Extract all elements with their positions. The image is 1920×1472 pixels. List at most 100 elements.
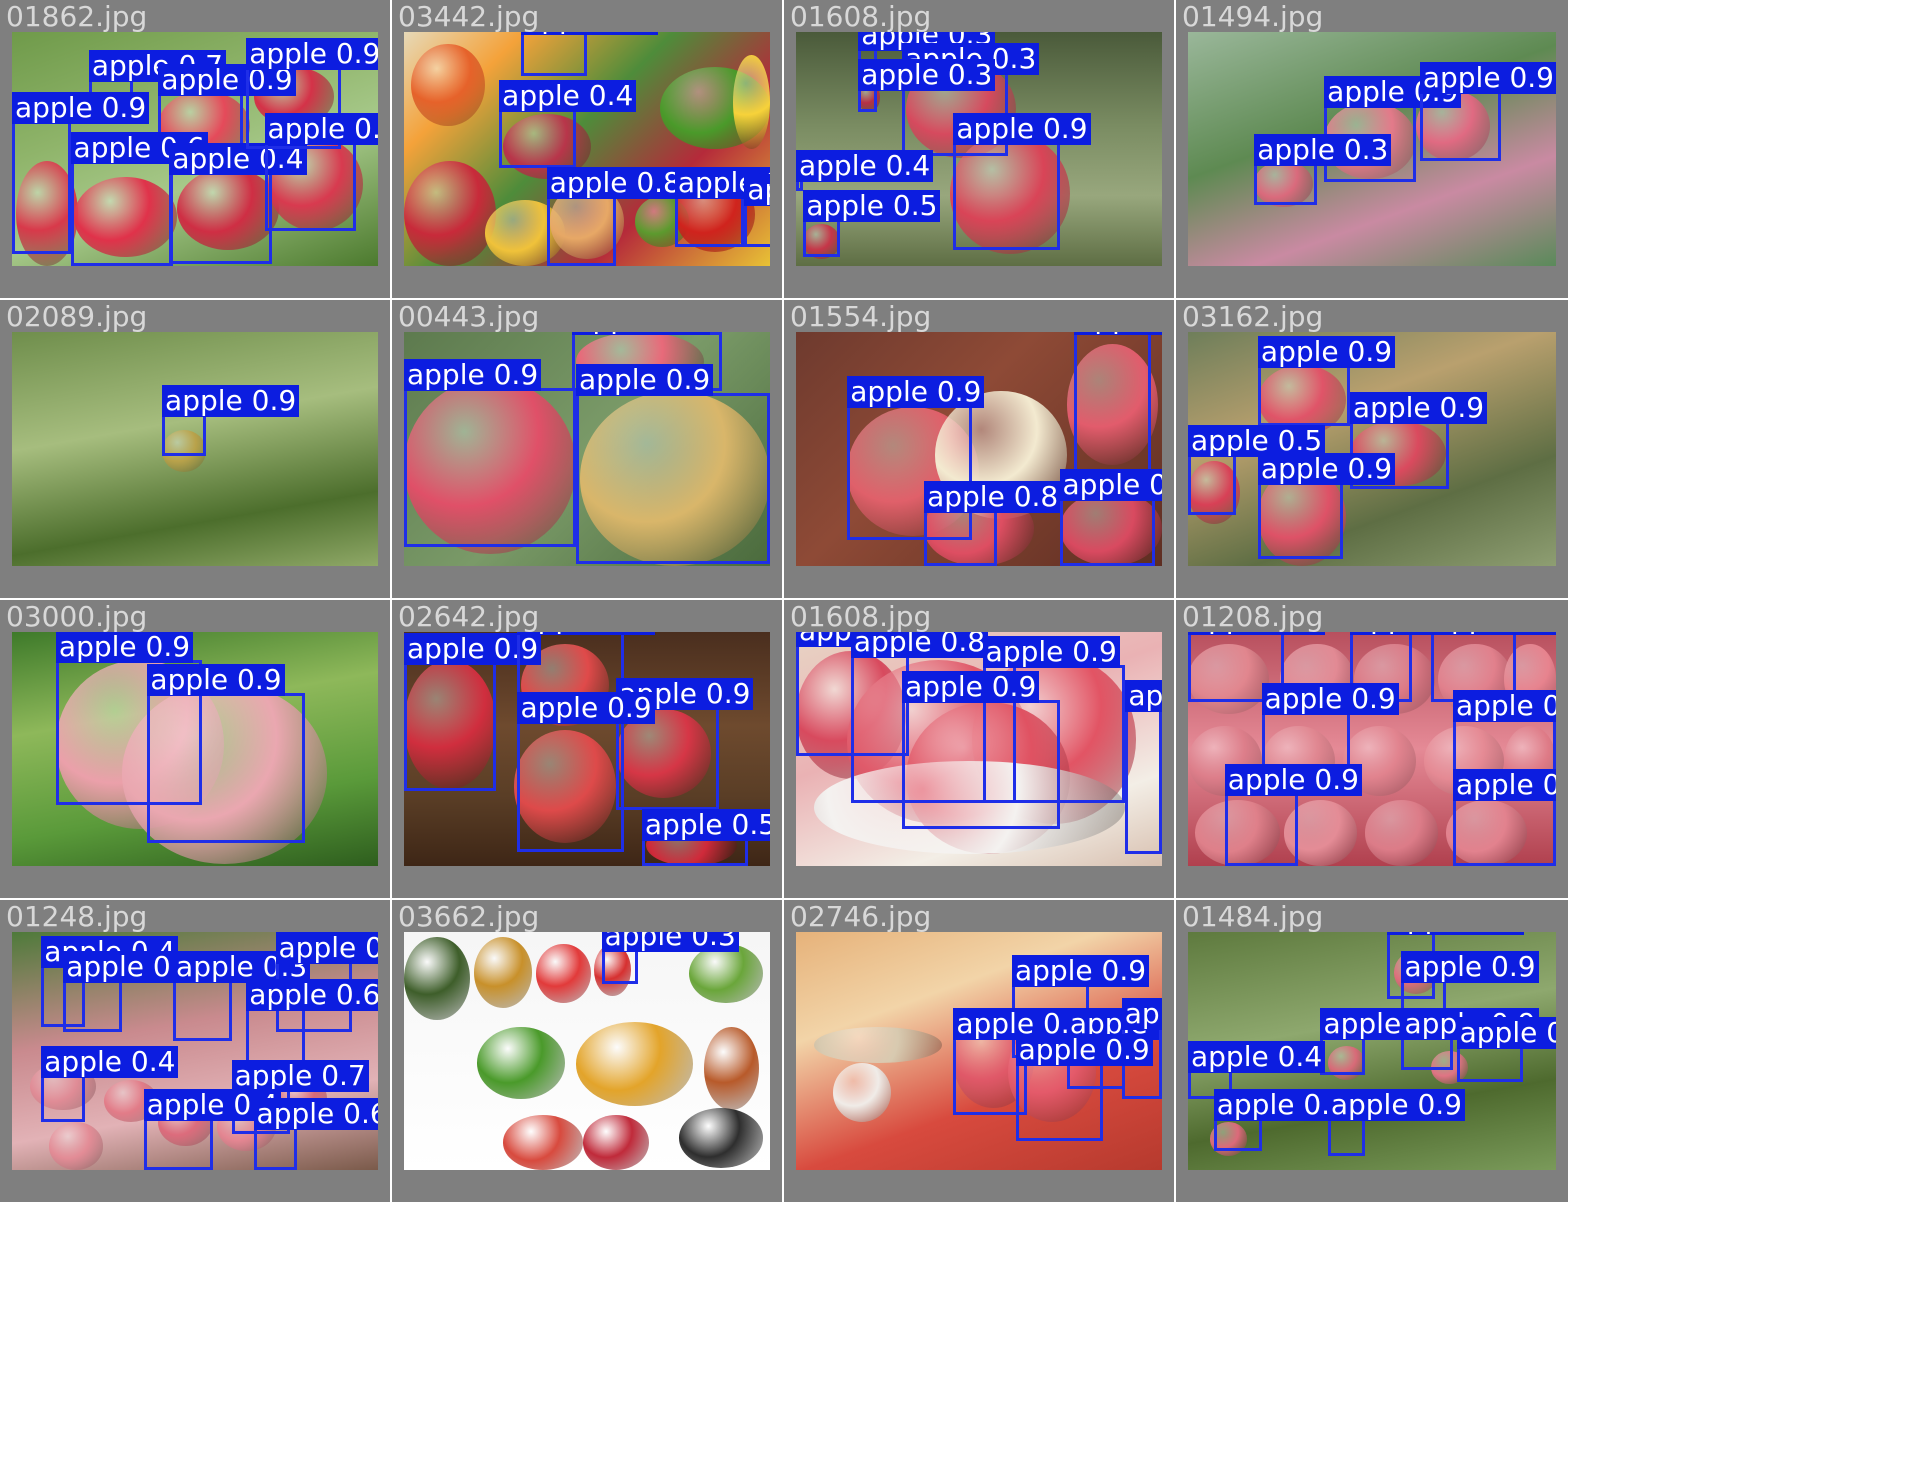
detection-label: apple 0.6 (1213, 1088, 1351, 1121)
detection-box (1121, 1027, 1162, 1099)
detection-label: apple 0.9 (1456, 1017, 1556, 1050)
detection-box (41, 965, 86, 1028)
fruit-shape (1059, 491, 1162, 566)
image-tile: apple 0.9 apple 0.9 apple 0.3 01494.jpg (1176, 0, 1568, 298)
fruit-shape (949, 132, 1071, 255)
detection-label: apple 0.8 (850, 632, 989, 659)
fruit-shape (803, 223, 840, 259)
detection-label: apple 0.6 (1121, 998, 1162, 1031)
photo: apple 0.9 (12, 332, 378, 566)
fruit-shape (1342, 725, 1417, 796)
file-name: 03662.jpg (398, 900, 540, 933)
fruit-shape (832, 1062, 892, 1123)
detection-label: apple 0.7 (88, 49, 226, 82)
detection-label: apple 0.9 (246, 38, 378, 71)
fruit-shape (216, 1103, 276, 1151)
detection-label: apple 0.9 (1327, 1088, 1465, 1121)
detection-box (521, 32, 587, 77)
fruit-shape (411, 43, 485, 126)
image-tile: apple 0.3 03662.jpg (392, 900, 782, 1202)
fruit-shape (176, 167, 280, 250)
file-name: 03162.jpg (1182, 300, 1324, 333)
detection-label: apple 0.9 (55, 632, 194, 664)
fruit-shape (268, 137, 364, 231)
fruit-shape (535, 943, 591, 1004)
fruit-shape (1188, 643, 1269, 714)
fruit-shape (1394, 951, 1439, 994)
file-name: 01862.jpg (6, 0, 148, 33)
file-name: 01248.jpg (6, 900, 148, 933)
fruit-shape (502, 1115, 584, 1170)
fruit-shape (674, 177, 756, 252)
fruit-shape (275, 1074, 327, 1123)
image-tile: apple 0.9 apple 0.9 03000.jpg (0, 600, 390, 898)
file-name: 01554.jpg (790, 300, 932, 333)
fruit-shape (404, 160, 496, 266)
fruit-shape (1349, 420, 1446, 487)
fruit-shape (579, 390, 770, 566)
fruit-shape (1257, 467, 1347, 566)
detection-label: apple 0.4 (796, 150, 934, 183)
fruit-shape (121, 683, 327, 864)
fruit-shape (1423, 725, 1505, 796)
fruit-shape (1254, 160, 1314, 208)
detection-label: apple 0.9 (12, 91, 150, 124)
fruit-shape (404, 660, 496, 789)
fruit-shape (858, 83, 881, 112)
file-name: 00443.jpg (398, 300, 540, 333)
detection-label: apple 0.3 (858, 32, 996, 52)
fruit-shape (1188, 725, 1262, 796)
detection-label: apple 0.3 (173, 950, 311, 983)
detection-box (88, 78, 133, 114)
fruit-shape (15, 160, 78, 266)
detection-label: apple (1125, 680, 1162, 713)
fruit-shape (1261, 725, 1336, 796)
detection-box (1327, 1117, 1365, 1156)
fruit-shape (1188, 460, 1240, 524)
fruit-shape (1280, 643, 1354, 714)
fruit-shape (473, 936, 533, 1009)
file-name: 02642.jpg (398, 600, 540, 633)
detection-label: apple 0.4 (1188, 1041, 1326, 1074)
fruit-shape (521, 643, 609, 726)
detection-label: apple 0.4 (1430, 632, 1556, 635)
detection-label: apple 0.4 (41, 936, 179, 969)
fruit-shape (616, 709, 712, 799)
fruit-shape (583, 1115, 650, 1170)
fruit-shape (1210, 1122, 1247, 1156)
fruit-shape (576, 332, 705, 391)
fruit-shape (48, 1122, 104, 1170)
fruit-shape (158, 90, 250, 161)
file-name: 03000.jpg (6, 600, 148, 633)
photo: apple 0.3 (404, 932, 770, 1170)
detection-box (1188, 1070, 1233, 1099)
detection-label: apple 0.5 (796, 632, 934, 647)
file-name: 03442.jpg (398, 0, 540, 33)
detection-box (858, 48, 877, 65)
detection-label: apple 0.9 (1349, 391, 1488, 424)
photo: apple 0.9 apple 0.9 (12, 632, 378, 866)
file-name: 01608.jpg (790, 600, 932, 633)
fruit-shape (158, 1098, 214, 1147)
detection-label: apple 0.9 (1401, 1007, 1539, 1040)
fruit-shape (576, 1022, 694, 1106)
fruit-shape (733, 55, 770, 149)
file-name: 01608.jpg (790, 0, 932, 33)
fruit-shape (1257, 364, 1347, 435)
file-name: 01208.jpg (1182, 600, 1324, 633)
fruit-shape (814, 760, 1126, 855)
photo: apple 0.3 apple 0.3 apple 0.3 apple 0.9 appl… (796, 32, 1162, 266)
file-name: 01484.jpg (1182, 900, 1324, 933)
